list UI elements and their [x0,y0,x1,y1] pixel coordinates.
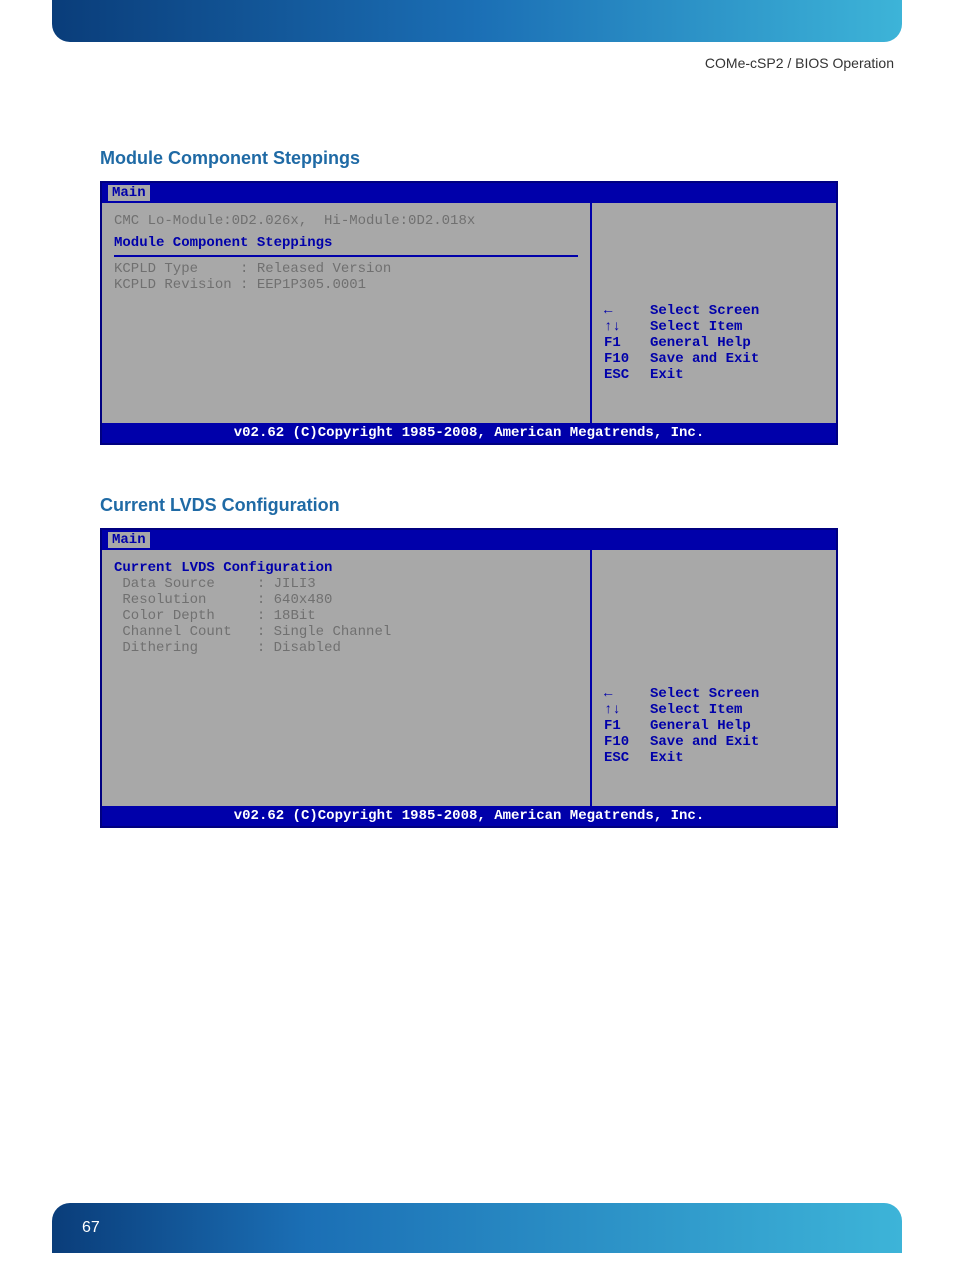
row-value: 18Bit [274,608,316,624]
help-key: F10 [604,351,650,367]
row-label: Dithering [122,640,198,656]
help-label: Select Screen [650,686,759,702]
help-label: Exit [650,367,684,383]
bios-row: Dithering : Disabled [114,640,578,656]
help-label: Select Screen [650,303,759,319]
help-label: General Help [650,335,751,351]
row-label: KCPLD Type [114,261,198,277]
steppings-heading: Module Component Steppings [114,235,578,251]
bios-body: Current LVDS Configuration Data Source :… [102,550,836,806]
help-keys: ←Select Screen ↑↓Select Item F1General H… [604,303,824,383]
breadcrumb: COMe-cSP2 / BIOS Operation [705,55,894,71]
lvds-heading: Current LVDS Configuration [114,560,578,576]
bios-right-pane: ←Select Screen ↑↓Select Item F1General H… [592,203,836,423]
divider [114,255,578,257]
help-row: F1General Help [604,718,824,734]
bios-screen-steppings: Main CMC Lo-Module:0D2.026x, Hi-Module:0… [100,181,838,445]
bios-row: KCPLD Revision : EEP1P305.0001 [114,277,578,293]
bios-row: Data Source : JILI3 [114,576,578,592]
help-key: F10 [604,734,650,750]
section-title-lvds: Current LVDS Configuration [100,495,854,516]
bios-row: Channel Count : Single Channel [114,624,578,640]
help-label: Select Item [650,702,742,718]
row-value: Disabled [274,640,341,656]
page-number: 67 [82,1219,100,1237]
section-title-steppings: Module Component Steppings [100,148,854,169]
bios-footer: v02.62 (C)Copyright 1985-2008, American … [102,423,836,443]
bios-left-pane: Current LVDS Configuration Data Source :… [102,550,592,806]
row-value: EEP1P305.0001 [257,277,366,293]
help-row: ↑↓Select Item [604,319,824,335]
help-key: ← [604,303,650,319]
row-value: Released Version [257,261,391,277]
help-key: ESC [604,750,650,766]
page-content: Module Component Steppings Main CMC Lo-M… [100,120,854,828]
help-row: ↑↓Select Item [604,702,824,718]
bios-tab-main[interactable]: Main [108,532,150,548]
bios-row: KCPLD Type : Released Version [114,261,578,277]
help-row: ESCExit [604,750,824,766]
row-label: Channel Count [122,624,231,640]
help-keys: ←Select Screen ↑↓Select Item F1General H… [604,686,824,766]
help-row: F1General Help [604,335,824,351]
row-value: Single Channel [274,624,392,640]
row-label: KCPLD Revision [114,277,232,293]
bios-menu-bar: Main [102,530,836,550]
help-key: F1 [604,335,650,351]
row-label: Color Depth [122,608,214,624]
help-label: Select Item [650,319,742,335]
help-key: ← [604,686,650,702]
help-row: ESCExit [604,367,824,383]
help-label: Exit [650,750,684,766]
help-row: ←Select Screen [604,686,824,702]
bios-screen-lvds: Main Current LVDS Configuration Data Sou… [100,528,838,828]
bios-right-pane: ←Select Screen ↑↓Select Item F1General H… [592,550,836,806]
help-key: ↑↓ [604,319,650,335]
help-key: F1 [604,718,650,734]
bios-body: CMC Lo-Module:0D2.026x, Hi-Module:0D2.01… [102,203,836,423]
help-row: F10Save and Exit [604,734,824,750]
help-row: ←Select Screen [604,303,824,319]
row-value: 640x480 [274,592,333,608]
bios-menu-bar: Main [102,183,836,203]
help-key: ESC [604,367,650,383]
row-label: Data Source [122,576,214,592]
row-value: JILI3 [274,576,316,592]
bios-tab-main[interactable]: Main [108,185,150,201]
bios-left-pane: CMC Lo-Module:0D2.026x, Hi-Module:0D2.01… [102,203,592,423]
header-bar [52,0,902,42]
help-row: F10Save and Exit [604,351,824,367]
help-key: ↑↓ [604,702,650,718]
bios-row: Color Depth : 18Bit [114,608,578,624]
help-label: Save and Exit [650,734,759,750]
row-label: Resolution [122,592,206,608]
help-label: General Help [650,718,751,734]
cmc-module-line: CMC Lo-Module:0D2.026x, Hi-Module:0D2.01… [114,213,578,229]
help-label: Save and Exit [650,351,759,367]
bios-footer: v02.62 (C)Copyright 1985-2008, American … [102,806,836,826]
footer-bar: 67 [52,1203,902,1253]
bios-row: Resolution : 640x480 [114,592,578,608]
